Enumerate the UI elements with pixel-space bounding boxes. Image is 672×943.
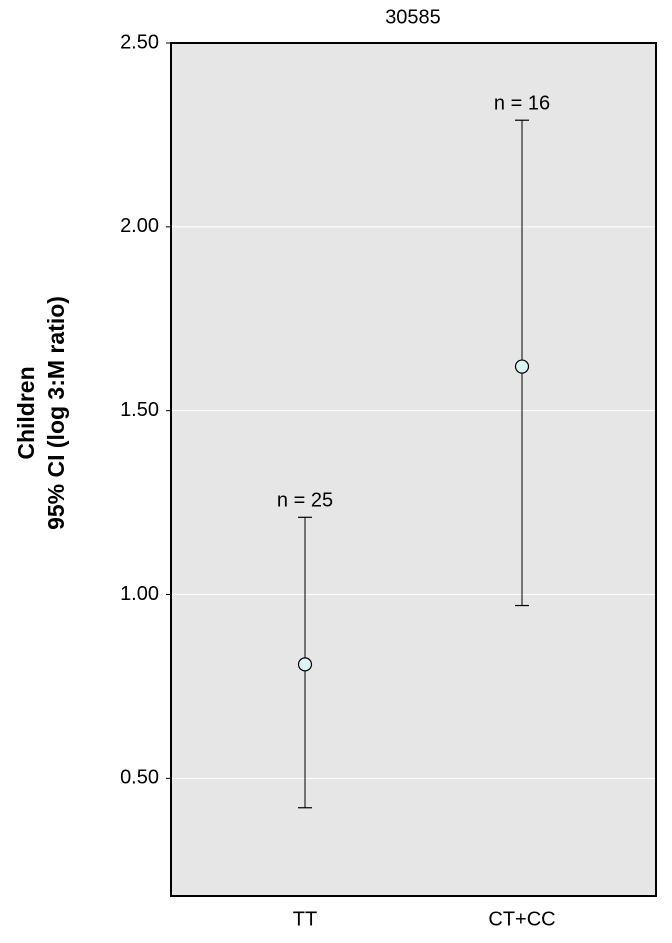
y-tick-label: 0.50	[120, 767, 159, 789]
y-axis-label: 95% CI (log 3:M ratio)	[43, 296, 69, 530]
point	[514, 359, 530, 374]
plot-area	[171, 43, 656, 896]
y-tick-label: 1.50	[120, 399, 159, 421]
x-tick-label: CT+CC	[488, 908, 555, 930]
x-tick-label: TT	[293, 908, 317, 930]
y-tick-label: 1.00	[120, 583, 159, 605]
plot-frame	[170, 42, 657, 897]
y-tick-label: 2.00	[120, 215, 159, 237]
chart-title: 30585	[385, 6, 441, 28]
point	[297, 657, 313, 672]
annotation: n = 16	[494, 92, 550, 114]
y-tick-label: 2.50	[120, 31, 159, 53]
y-axis-label: Children	[13, 366, 39, 459]
annotation: n = 25	[277, 490, 333, 512]
